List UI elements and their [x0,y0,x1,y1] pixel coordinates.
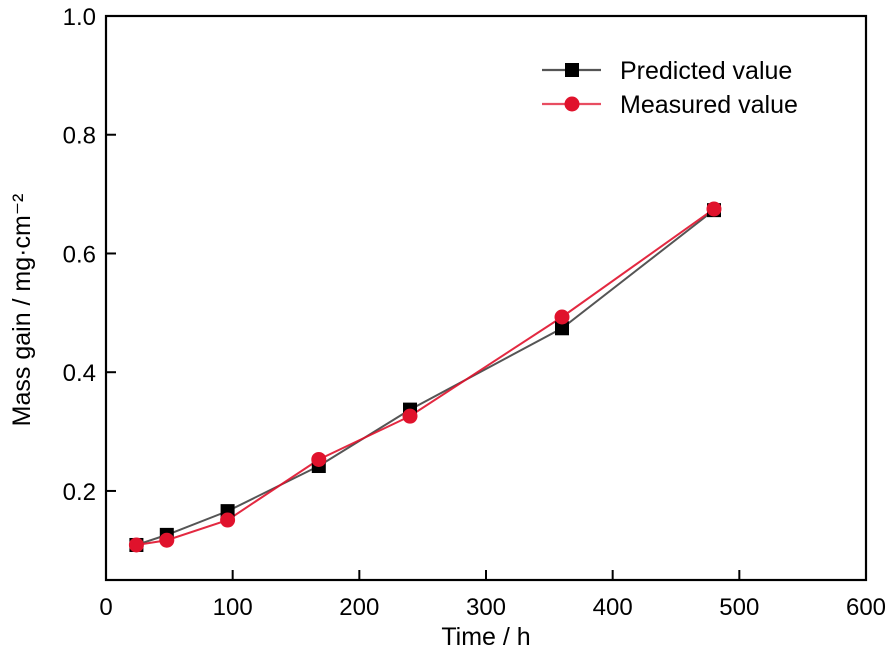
data-point-measured-value [128,537,144,553]
data-point-measured-value [159,532,175,548]
markers-predicted-value [129,203,721,552]
x-tick-label: 500 [719,594,759,621]
y-tick-label: 0.2 [63,479,96,506]
x-tick-label: 300 [466,594,506,621]
y-tick-label: 0.6 [63,241,96,268]
x-axis-title: Time / h [441,623,530,651]
series-measured-value [136,208,715,546]
x-tick-label: 400 [593,594,633,621]
data-point-measured-value [706,201,722,217]
x-tick-label: 200 [339,594,379,621]
series-line-measured-value [136,208,715,546]
x-axis-ticks: 0 100 200 300 400 500 600 [99,570,886,621]
y-axis-title: Mass gain / mg·cm⁻² [8,194,36,427]
series-line-predicted-value [136,209,715,546]
x-tick-label: 100 [213,594,253,621]
legend-label-predicted: Predicted value [620,57,792,85]
data-point-measured-value [554,309,570,325]
legend-label-measured: Measured value [620,91,798,119]
y-tick-label: 0.4 [63,360,96,387]
legend-item-predicted: Predicted value [542,57,792,85]
series-predicted-value [136,209,715,546]
markers-measured-value [128,201,722,553]
legend: Predicted value Measured value [542,57,798,119]
y-tick-label: 1.0 [63,4,96,31]
data-point-predicted-value [555,321,569,336]
x-tick-label: 0 [99,594,112,621]
series-layer [128,201,722,553]
legend-marker-predicted [565,63,579,77]
data-point-measured-value [402,408,418,424]
y-axis-ticks: 0.2 0.4 0.6 0.8 1.0 [63,4,116,506]
x-tick-label: 600 [846,594,886,621]
data-point-measured-value [220,512,236,528]
y-tick-label: 0.8 [63,123,96,150]
legend-item-measured: Measured value [542,91,798,119]
data-point-measured-value [311,451,327,467]
legend-marker-measured [564,96,580,112]
